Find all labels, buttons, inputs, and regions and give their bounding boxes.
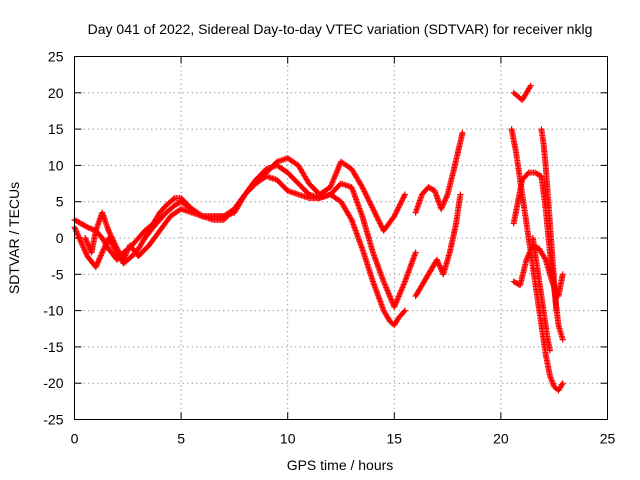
- x-axis-label: GPS time / hours: [287, 457, 394, 473]
- data-point: [412, 249, 419, 256]
- y-tick-label: -15: [43, 339, 63, 355]
- y-tick-label: -20: [43, 375, 63, 391]
- data-point: [83, 223, 90, 230]
- y-tick-label: 10: [48, 157, 64, 173]
- x-tick-label: 0: [71, 431, 79, 447]
- data-point: [401, 191, 408, 198]
- series-arc9: [529, 235, 553, 354]
- series-arc11: [510, 82, 534, 104]
- data-point: [459, 129, 466, 136]
- y-tick-label: 20: [48, 85, 64, 101]
- data-point: [400, 308, 407, 315]
- y-tick-label: -25: [43, 412, 63, 428]
- data-point: [457, 191, 464, 198]
- x-tick-label: 10: [280, 431, 296, 447]
- series-arc6: [508, 126, 566, 394]
- data-point: [112, 243, 119, 250]
- data-point: [559, 336, 566, 343]
- data-point: [110, 238, 117, 245]
- data-point: [106, 230, 113, 237]
- data-point: [553, 307, 560, 314]
- data-point: [559, 380, 566, 387]
- x-tick-label: 25: [600, 431, 616, 447]
- series-arc10: [538, 126, 560, 314]
- data-point: [559, 271, 566, 278]
- data-point: [111, 240, 118, 247]
- data-point: [541, 255, 548, 262]
- data-point: [524, 170, 531, 177]
- y-axis-label: SDTVAR / TECUs: [6, 182, 22, 294]
- data-point: [109, 236, 116, 243]
- series-arc2: [71, 155, 408, 263]
- data-point: [107, 231, 114, 238]
- y-tick-label: -10: [43, 303, 63, 319]
- plot-frame: [74, 56, 608, 420]
- x-tick-label: 15: [387, 431, 403, 447]
- data-point: [106, 229, 113, 236]
- x-tick-label: 5: [177, 431, 185, 447]
- y-tick-label: -5: [51, 266, 64, 282]
- x-tick-label: 20: [493, 431, 509, 447]
- data-point: [546, 347, 553, 354]
- data-point: [108, 233, 115, 240]
- data-point: [527, 82, 534, 89]
- data-point: [401, 307, 408, 314]
- data-points: [71, 82, 566, 394]
- series-arc5: [412, 191, 464, 300]
- y-tick-label: 0: [56, 230, 64, 246]
- series-arc4: [412, 129, 466, 216]
- data-point: [347, 215, 354, 222]
- data-point: [112, 241, 119, 248]
- y-tick-label: 15: [48, 121, 64, 137]
- series-arc3: [82, 173, 419, 310]
- y-tick-label: 5: [56, 194, 64, 210]
- y-tick-label: 25: [48, 49, 64, 65]
- data-point: [110, 237, 117, 244]
- data-point: [170, 196, 177, 203]
- chart-title: Day 041 of 2022, Sidereal Day-to-day VTE…: [88, 21, 593, 37]
- data-point: [105, 227, 112, 234]
- series-arc1: [71, 162, 408, 329]
- data-point: [108, 234, 115, 241]
